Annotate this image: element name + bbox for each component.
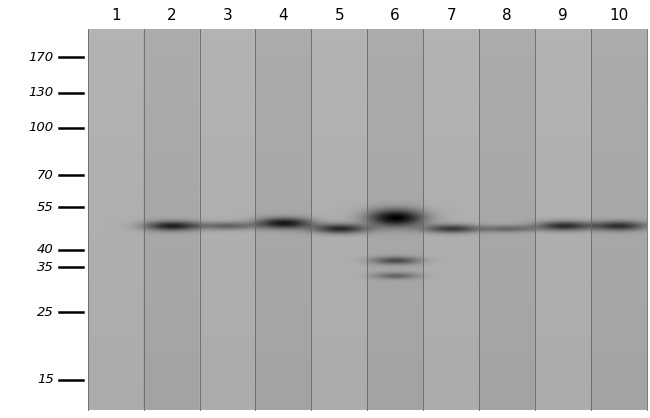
Text: 3: 3: [222, 8, 232, 23]
Text: 70: 70: [37, 169, 54, 182]
Text: 6: 6: [390, 8, 400, 23]
Text: 15: 15: [37, 374, 54, 387]
Text: 5: 5: [335, 8, 344, 23]
Text: 35: 35: [37, 261, 54, 274]
Text: 55: 55: [37, 201, 54, 214]
Text: 2: 2: [167, 8, 176, 23]
Text: 10: 10: [609, 8, 629, 23]
Text: 7: 7: [447, 8, 456, 23]
Text: 130: 130: [29, 87, 54, 99]
Text: 8: 8: [502, 8, 512, 23]
Text: 40: 40: [37, 243, 54, 256]
Text: 100: 100: [29, 121, 54, 134]
Text: 25: 25: [37, 306, 54, 319]
Text: 170: 170: [29, 51, 54, 64]
Text: 4: 4: [279, 8, 288, 23]
Text: 9: 9: [558, 8, 568, 23]
Text: 1: 1: [111, 8, 120, 23]
